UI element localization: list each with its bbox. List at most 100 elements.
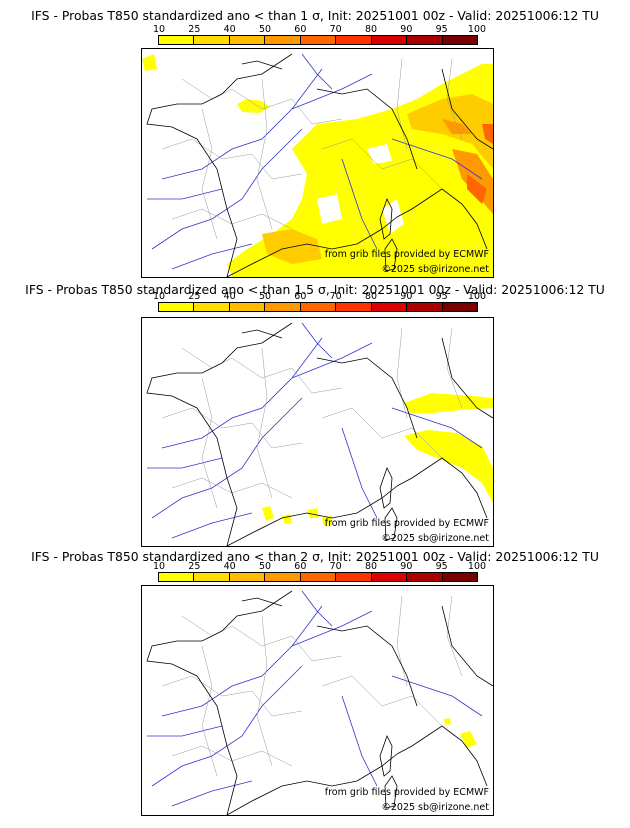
colorbar-swatch bbox=[407, 36, 443, 44]
colorbar-tick-label: 90 bbox=[400, 24, 413, 35]
colorbar-swatch bbox=[229, 573, 266, 581]
colorbar-tick-label: 50 bbox=[258, 291, 272, 302]
colorbar-swatch bbox=[159, 573, 195, 581]
colorbar-tick-label: 10 bbox=[152, 291, 166, 302]
colorbar-tick-label: 100 bbox=[467, 24, 487, 35]
map-frame: from grib files provided by ECMWF ©2025 … bbox=[141, 48, 494, 278]
colorbar-swatch bbox=[194, 303, 230, 311]
colorbar-swatch bbox=[442, 573, 477, 581]
colorbar-swatch bbox=[194, 573, 230, 581]
colorbar-tick-label: 10 bbox=[152, 561, 166, 572]
colorbar-swatch bbox=[194, 36, 230, 44]
colorbar-tick-label: 70 bbox=[329, 561, 342, 572]
colorbar-tick-label: 70 bbox=[329, 291, 342, 302]
colorbar-swatch bbox=[336, 573, 372, 581]
colorbar-swatch bbox=[442, 303, 477, 311]
colorbar-swatch bbox=[371, 573, 408, 581]
colorbar-tick-label: 80 bbox=[364, 24, 378, 35]
probability-map bbox=[146, 322, 493, 546]
colorbar-tick-label: 25 bbox=[188, 561, 201, 572]
map-frame: from grib files provided by ECMWF ©2025 … bbox=[141, 317, 494, 547]
prob-area-top bbox=[467, 174, 487, 204]
colorbar bbox=[158, 302, 478, 312]
data-source-credit: from grib files provided by ECMWF bbox=[324, 518, 489, 529]
colorbar-swatch bbox=[407, 303, 443, 311]
colorbar-tick-label: 10 bbox=[152, 24, 166, 35]
colorbar-tick-label: 95 bbox=[435, 24, 448, 35]
data-source-credit: from grib files provided by ECMWF bbox=[324, 787, 489, 798]
colorbar-swatch bbox=[371, 303, 408, 311]
probability-field bbox=[262, 393, 493, 526]
colorbar-tick-label: 40 bbox=[223, 24, 236, 35]
prob-area-low bbox=[237, 99, 270, 113]
data-source-credit: from grib files provided by ECMWF bbox=[324, 249, 489, 260]
prob-area-mid bbox=[407, 94, 493, 169]
prob-area-high bbox=[442, 119, 472, 134]
colorbar-tick-label: 100 bbox=[467, 291, 487, 302]
colorbar-tick-label: 95 bbox=[435, 561, 448, 572]
colorbar-tick-label: 50 bbox=[258, 561, 272, 572]
colorbar-ticks: 10 25 40 50 60 70 80 90 95 100 bbox=[0, 561, 630, 573]
prob-gap bbox=[367, 144, 392, 164]
probability-field bbox=[444, 718, 477, 748]
colorbar-swatch bbox=[371, 36, 408, 44]
colorbar-tick-label: 95 bbox=[435, 291, 448, 302]
colorbar-tick-label: 90 bbox=[400, 291, 413, 302]
regional-boundaries bbox=[161, 327, 463, 509]
colorbar-ticks: 10 25 40 50 60 70 80 90 95 100 bbox=[0, 291, 630, 303]
copyright-credit: ©2025 sb@irizone.net bbox=[381, 264, 489, 275]
colorbar-swatch bbox=[336, 36, 372, 44]
prob-gap bbox=[317, 194, 342, 224]
copyright-credit: ©2025 sb@irizone.net bbox=[381, 802, 489, 813]
colorbar-swatch bbox=[159, 36, 195, 44]
colorbar-tick-label: 25 bbox=[188, 291, 201, 302]
prob-area-low bbox=[444, 718, 451, 725]
probability-field bbox=[142, 54, 493, 277]
colorbar-tick-label: 60 bbox=[294, 561, 307, 572]
colorbar-swatch bbox=[442, 36, 477, 44]
rivers bbox=[147, 590, 483, 807]
colorbar-swatch bbox=[265, 573, 301, 581]
colorbar-swatch bbox=[229, 36, 266, 44]
colorbar-tick-label: 60 bbox=[294, 291, 307, 302]
colorbar-tick-label: 60 bbox=[294, 24, 307, 35]
colorbar-ticks: 10 25 40 50 60 70 80 90 95 100 bbox=[0, 24, 630, 36]
colorbar bbox=[158, 572, 478, 582]
colorbar-tick-label: 40 bbox=[223, 291, 236, 302]
prob-area-mid bbox=[262, 229, 322, 264]
colorbar-tick-label: 70 bbox=[329, 24, 342, 35]
prob-area-low bbox=[404, 393, 493, 413]
copyright-credit: ©2025 sb@irizone.net bbox=[381, 533, 489, 544]
colorbar-tick-label: 50 bbox=[258, 24, 272, 35]
colorbar-swatch bbox=[300, 303, 337, 311]
colorbar-swatch bbox=[300, 573, 337, 581]
colorbar-swatch bbox=[159, 303, 195, 311]
coastlines bbox=[146, 53, 493, 277]
prob-area-top bbox=[482, 124, 493, 144]
regional-boundaries bbox=[161, 595, 463, 777]
colorbar-swatch bbox=[265, 36, 301, 44]
regional-boundaries bbox=[161, 58, 463, 240]
prob-area-low bbox=[307, 508, 319, 518]
rivers bbox=[147, 322, 483, 539]
colorbar-swatch bbox=[265, 303, 301, 311]
prob-gap bbox=[382, 199, 404, 234]
colorbar-swatch bbox=[336, 303, 372, 311]
prob-area-low bbox=[460, 731, 477, 748]
colorbar-swatch bbox=[407, 573, 443, 581]
colorbar-tick-label: 100 bbox=[467, 561, 487, 572]
panel-title: IFS - Probas T850 standardized ano < tha… bbox=[25, 282, 605, 297]
colorbar-tick-label: 90 bbox=[400, 561, 413, 572]
probability-map bbox=[142, 53, 493, 277]
prob-area-low bbox=[282, 514, 292, 524]
probability-map bbox=[146, 590, 493, 815]
panel-title: IFS - Probas T850 standardized ano < tha… bbox=[31, 549, 599, 564]
panel-title: IFS - Probas T850 standardized ano < tha… bbox=[31, 8, 599, 23]
colorbar-tick-label: 25 bbox=[188, 24, 201, 35]
colorbar-tick-label: 80 bbox=[364, 291, 378, 302]
coastlines bbox=[146, 590, 493, 815]
colorbar-swatch bbox=[229, 303, 266, 311]
colorbar-swatch bbox=[300, 36, 337, 44]
colorbar-tick-label: 40 bbox=[223, 561, 236, 572]
prob-area-low bbox=[142, 54, 157, 71]
